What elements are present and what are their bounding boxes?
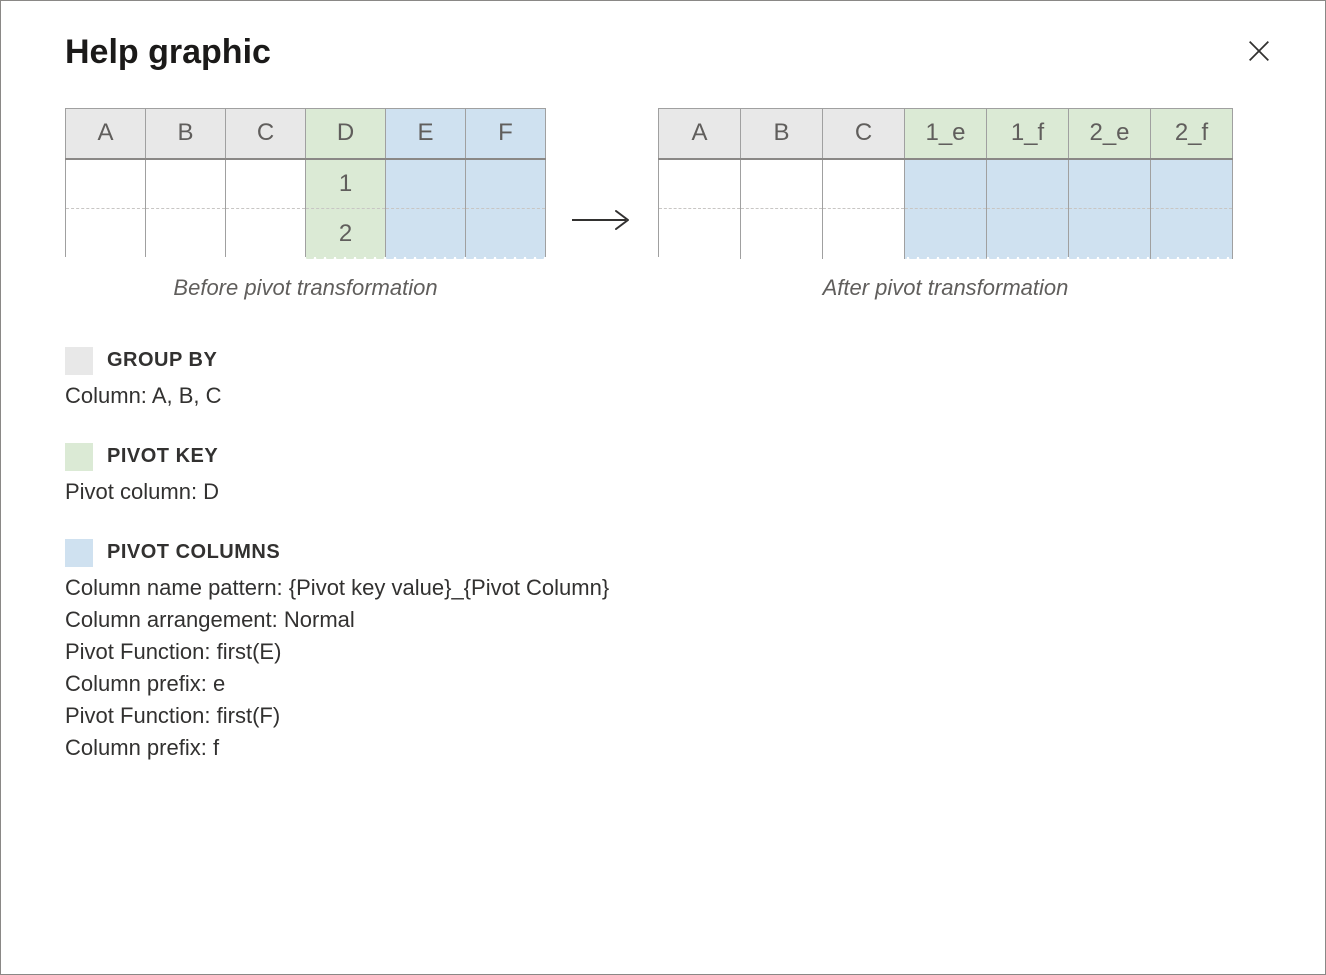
swatch-pivotcols bbox=[65, 539, 93, 567]
table-cell bbox=[1151, 159, 1233, 209]
table-cell bbox=[386, 159, 466, 209]
legend-pivotkey-title: PIVOT KEY bbox=[107, 445, 218, 468]
before-table: ABCDEF 12 bbox=[65, 108, 546, 259]
legend-line: Column name pattern: {Pivot key value}_{… bbox=[65, 575, 1277, 601]
legend-pivotkey-header: PIVOT KEY bbox=[65, 443, 1277, 471]
legend-pivotkey-lines: Pivot column: D bbox=[65, 479, 1277, 505]
table-cell bbox=[823, 209, 905, 259]
table-cell bbox=[987, 159, 1069, 209]
table-cell bbox=[386, 209, 466, 259]
legend-groupby: GROUP BY Column: A, B, C bbox=[65, 347, 1277, 409]
column-header: A bbox=[66, 109, 146, 159]
table-cell bbox=[905, 159, 987, 209]
column-header: B bbox=[741, 109, 823, 159]
legend-pivotcols: PIVOT COLUMNS Column name pattern: {Pivo… bbox=[65, 539, 1277, 761]
close-icon bbox=[1245, 37, 1273, 65]
before-caption: Before pivot transformation bbox=[173, 275, 437, 301]
column-header: D bbox=[306, 109, 386, 159]
help-graphic-dialog: Help graphic ABCDEF12 Before pivot trans… bbox=[0, 0, 1326, 975]
legend-groupby-lines: Column: A, B, C bbox=[65, 383, 1277, 409]
table-cell bbox=[987, 209, 1069, 259]
legend-groupby-header: GROUP BY bbox=[65, 347, 1277, 375]
table-cell bbox=[66, 209, 146, 259]
table-cell bbox=[146, 209, 226, 259]
transform-arrow bbox=[570, 206, 634, 239]
close-button[interactable] bbox=[1241, 33, 1277, 69]
before-table-block: ABCDEF 12 Before pivot transformation bbox=[65, 108, 546, 301]
table-cell bbox=[226, 159, 306, 209]
after-table: ABC1_e1_f2_e2_f bbox=[658, 108, 1233, 259]
table-cell bbox=[226, 209, 306, 259]
table-cell bbox=[66, 159, 146, 209]
table-cell: 2 bbox=[306, 209, 386, 259]
table-cell bbox=[466, 209, 546, 259]
table-cell bbox=[741, 159, 823, 209]
table-cell bbox=[1069, 159, 1151, 209]
legend-pivotcols-lines: Column name pattern: {Pivot key value}_{… bbox=[65, 575, 1277, 761]
table-cell bbox=[905, 209, 987, 259]
column-header: C bbox=[226, 109, 306, 159]
column-header: C bbox=[823, 109, 905, 159]
table-cell bbox=[1151, 209, 1233, 259]
column-header: B bbox=[146, 109, 226, 159]
swatch-groupby bbox=[65, 347, 93, 375]
legend-line: Pivot Function: first(F) bbox=[65, 703, 1277, 729]
arrow-right-icon bbox=[570, 206, 634, 234]
legend-groupby-title: GROUP BY bbox=[107, 349, 217, 372]
after-table-wrap: ABC1_e1_f2_e2_f bbox=[658, 108, 1233, 265]
legend-line: Column: A, B, C bbox=[65, 383, 1277, 409]
pivot-diagram: ABCDEF12 Before pivot transformation ABC… bbox=[65, 108, 1277, 301]
legend-line: Pivot Function: first(E) bbox=[65, 639, 1277, 665]
legend-line: Pivot column: D bbox=[65, 479, 1277, 505]
table-cell bbox=[466, 159, 546, 209]
after-table-block: ABC1_e1_f2_e2_f After pivot transformati… bbox=[658, 108, 1233, 301]
legend-pivotcols-title: PIVOT COLUMNS bbox=[107, 541, 280, 564]
legend-pivotcols-header: PIVOT COLUMNS bbox=[65, 539, 1277, 567]
table-cell bbox=[146, 159, 226, 209]
after-caption: After pivot transformation bbox=[823, 275, 1069, 301]
table-cell bbox=[741, 209, 823, 259]
before-table-wrap: ABCDEF 12 bbox=[65, 108, 546, 265]
legend-pivotkey: PIVOT KEY Pivot column: D bbox=[65, 443, 1277, 505]
column-header: 1_f bbox=[987, 109, 1069, 159]
column-header: 2_e bbox=[1069, 109, 1151, 159]
table-cell bbox=[659, 209, 741, 259]
dialog-header: Help graphic bbox=[65, 33, 1277, 72]
column-header: A bbox=[659, 109, 741, 159]
table-cell bbox=[1069, 209, 1151, 259]
legend-line: Column prefix: e bbox=[65, 671, 1277, 697]
dialog-title: Help graphic bbox=[65, 33, 271, 72]
table-cell bbox=[823, 159, 905, 209]
column-header: E bbox=[386, 109, 466, 159]
column-header: F bbox=[466, 109, 546, 159]
column-header: 2_f bbox=[1151, 109, 1233, 159]
legend-line: Column arrangement: Normal bbox=[65, 607, 1277, 633]
table-cell bbox=[659, 159, 741, 209]
column-header: 1_e bbox=[905, 109, 987, 159]
table-cell: 1 bbox=[306, 159, 386, 209]
legend-line: Column prefix: f bbox=[65, 735, 1277, 761]
swatch-pivotkey bbox=[65, 443, 93, 471]
